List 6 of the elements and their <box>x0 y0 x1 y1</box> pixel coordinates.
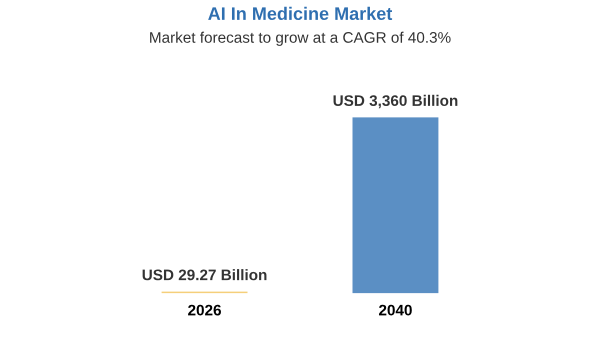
chart-title: AI In Medicine Market <box>208 6 392 20</box>
data-label: USD 29.27 Billion <box>142 269 266 280</box>
data-label: USD 3,360 Billion <box>334 94 458 108</box>
x-tick-label: 2026 <box>188 304 221 316</box>
x-tick-label: 2040 <box>378 304 412 316</box>
chart-subtitle: Market forecast to grow at a CAGR of 40.3% <box>150 32 451 46</box>
